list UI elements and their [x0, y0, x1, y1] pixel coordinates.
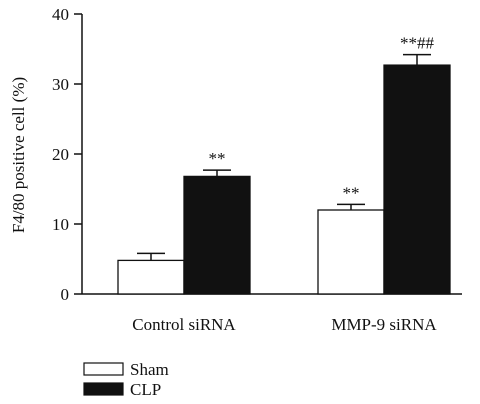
legend-label: Sham [130, 360, 169, 379]
bars: ** ** **## [117, 34, 451, 295]
y-tick-label: 20 [52, 145, 69, 164]
bar-clp-2 [383, 64, 451, 295]
bar-sham-2 [317, 209, 385, 295]
y-tick-label: 10 [52, 215, 69, 234]
bar-clp-1 [183, 175, 251, 295]
y-axis: 0 10 20 30 40 [52, 5, 83, 304]
legend-swatch-clp [83, 382, 124, 396]
y-axis-title: F4/80 positive cell (%) [9, 77, 28, 233]
category-label: MMP-9 siRNA [331, 315, 437, 334]
category-labels: Control siRNA MMP-9 siRNA [132, 315, 437, 334]
category-label: Control siRNA [132, 315, 236, 334]
bar-sham-1 [117, 259, 185, 295]
significance-label: ** [209, 149, 226, 168]
y-tick-label: 0 [61, 285, 70, 304]
significance-label: **## [400, 34, 435, 53]
y-tick-label: 40 [52, 5, 69, 24]
legend-swatch-sham [83, 362, 124, 376]
legend-label: CLP [130, 380, 161, 399]
significance-label: ** [343, 183, 360, 202]
y-tick-label: 30 [52, 75, 69, 94]
